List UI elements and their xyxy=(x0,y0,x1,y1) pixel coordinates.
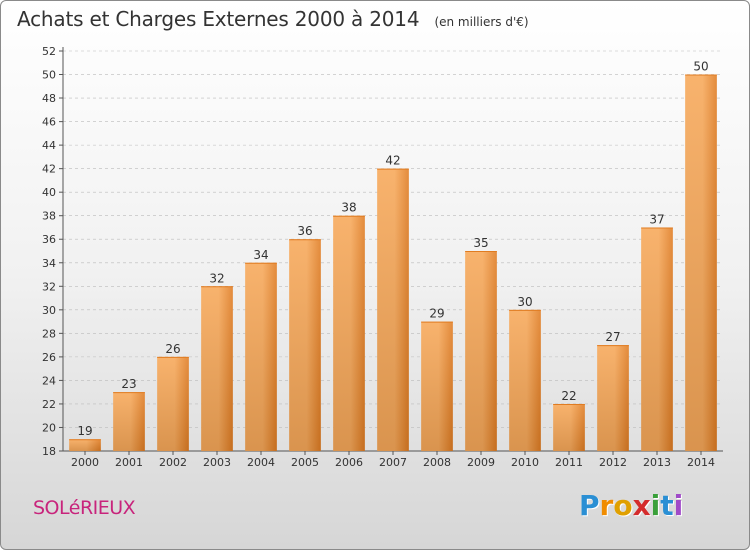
bar-shade-2009 xyxy=(465,251,497,451)
bar-shade-2003 xyxy=(201,286,233,451)
y-tick-label: 44 xyxy=(42,139,56,152)
y-tick-label: 18 xyxy=(42,445,56,458)
x-tick-label: 2005 xyxy=(291,456,319,469)
x-tick-label: 2008 xyxy=(423,456,451,469)
y-tick-label: 40 xyxy=(42,186,56,199)
data-label: 30 xyxy=(517,295,532,309)
logo-letter: r xyxy=(599,489,614,522)
y-tick-label: 24 xyxy=(42,374,56,387)
bar-shade-2007 xyxy=(377,168,409,451)
x-tick-label: 2012 xyxy=(599,456,627,469)
title-row: Achats et Charges Externes 2000 à 2014 (… xyxy=(17,7,529,31)
data-label: 34 xyxy=(253,248,268,262)
data-labels: 19 23 26 32 34 36 38 42 29 35 30 22 27 37 50 xyxy=(77,60,708,439)
x-tick-label: 2001 xyxy=(115,456,143,469)
data-label: 27 xyxy=(605,330,620,344)
y-tick-label: 20 xyxy=(42,421,56,434)
bar-shade-2000 xyxy=(69,439,101,451)
x-tick-label: 2010 xyxy=(511,456,539,469)
x-tick-label: 2014 xyxy=(687,456,715,469)
x-tick-label: 2011 xyxy=(555,456,583,469)
logo-letter: i xyxy=(673,489,684,522)
y-tick-label: 22 xyxy=(42,398,56,411)
y-tick-label: 42 xyxy=(42,163,56,176)
x-tick-label: 2013 xyxy=(643,456,671,469)
axes: 18 20 22 24 26 28 30 32 34 36 38 40 42 44 46 48 50 52 2000… xyxy=(42,45,723,469)
logo-letter: i xyxy=(650,489,661,522)
x-tick-label: 2007 xyxy=(379,456,407,469)
data-label: 37 xyxy=(649,212,664,226)
y-tick-label: 26 xyxy=(42,351,56,364)
x-tick-label: 2004 xyxy=(247,456,275,469)
data-label: 50 xyxy=(693,60,708,74)
y-tick-label: 52 xyxy=(42,45,56,58)
y-tick-label: 36 xyxy=(42,233,56,246)
logo-letter: x xyxy=(632,489,651,522)
bar-shade-2012 xyxy=(597,345,629,451)
data-label: 26 xyxy=(165,342,180,356)
data-label: 23 xyxy=(121,377,136,391)
y-tick-label: 32 xyxy=(42,280,56,293)
data-label: 19 xyxy=(77,424,92,438)
bars xyxy=(69,74,717,451)
logo-letter: t xyxy=(660,489,674,522)
data-label: 42 xyxy=(385,154,400,168)
logo-letter: P xyxy=(579,489,600,522)
y-tick-label: 50 xyxy=(42,69,56,82)
bar-shade-2002 xyxy=(157,356,189,451)
y-tick-label: 38 xyxy=(42,210,56,223)
data-label: 32 xyxy=(209,271,224,285)
data-label: 35 xyxy=(473,236,488,250)
chart-title: Achats et Charges Externes 2000 à 2014 xyxy=(17,7,420,31)
y-tick-label: 46 xyxy=(42,116,56,129)
bar-shade-2001 xyxy=(113,392,145,451)
data-label: 29 xyxy=(429,307,444,321)
y-tick-label: 48 xyxy=(42,92,56,105)
bar-shade-2006 xyxy=(333,215,365,451)
proxiti-logo: Proxiti xyxy=(579,489,683,522)
data-label: 36 xyxy=(297,224,312,238)
y-tick-label: 28 xyxy=(42,327,56,340)
logo-letter: o xyxy=(613,489,633,522)
x-tick-label: 2009 xyxy=(467,456,495,469)
bar-shade-2005 xyxy=(289,239,321,451)
x-tick-label: 2003 xyxy=(203,456,231,469)
bar-shade-2011 xyxy=(553,403,585,451)
bar-shade-2014 xyxy=(685,74,717,451)
data-label: 38 xyxy=(341,201,356,215)
x-tick-label: 2000 xyxy=(71,456,99,469)
bar-shade-2008 xyxy=(421,321,453,451)
x-tick-label: 2006 xyxy=(335,456,363,469)
y-tick-label: 30 xyxy=(42,304,56,317)
bar-shade-2004 xyxy=(245,262,277,451)
data-label: 22 xyxy=(561,389,576,403)
x-tick-label: 2002 xyxy=(159,456,187,469)
place-name: SOLéRIEUX xyxy=(33,497,136,519)
chart-subtitle: (en milliers d'€) xyxy=(434,15,529,29)
bar-shade-2013 xyxy=(641,227,673,451)
y-tick-label: 34 xyxy=(42,257,56,270)
bar-shade-2010 xyxy=(509,309,541,451)
